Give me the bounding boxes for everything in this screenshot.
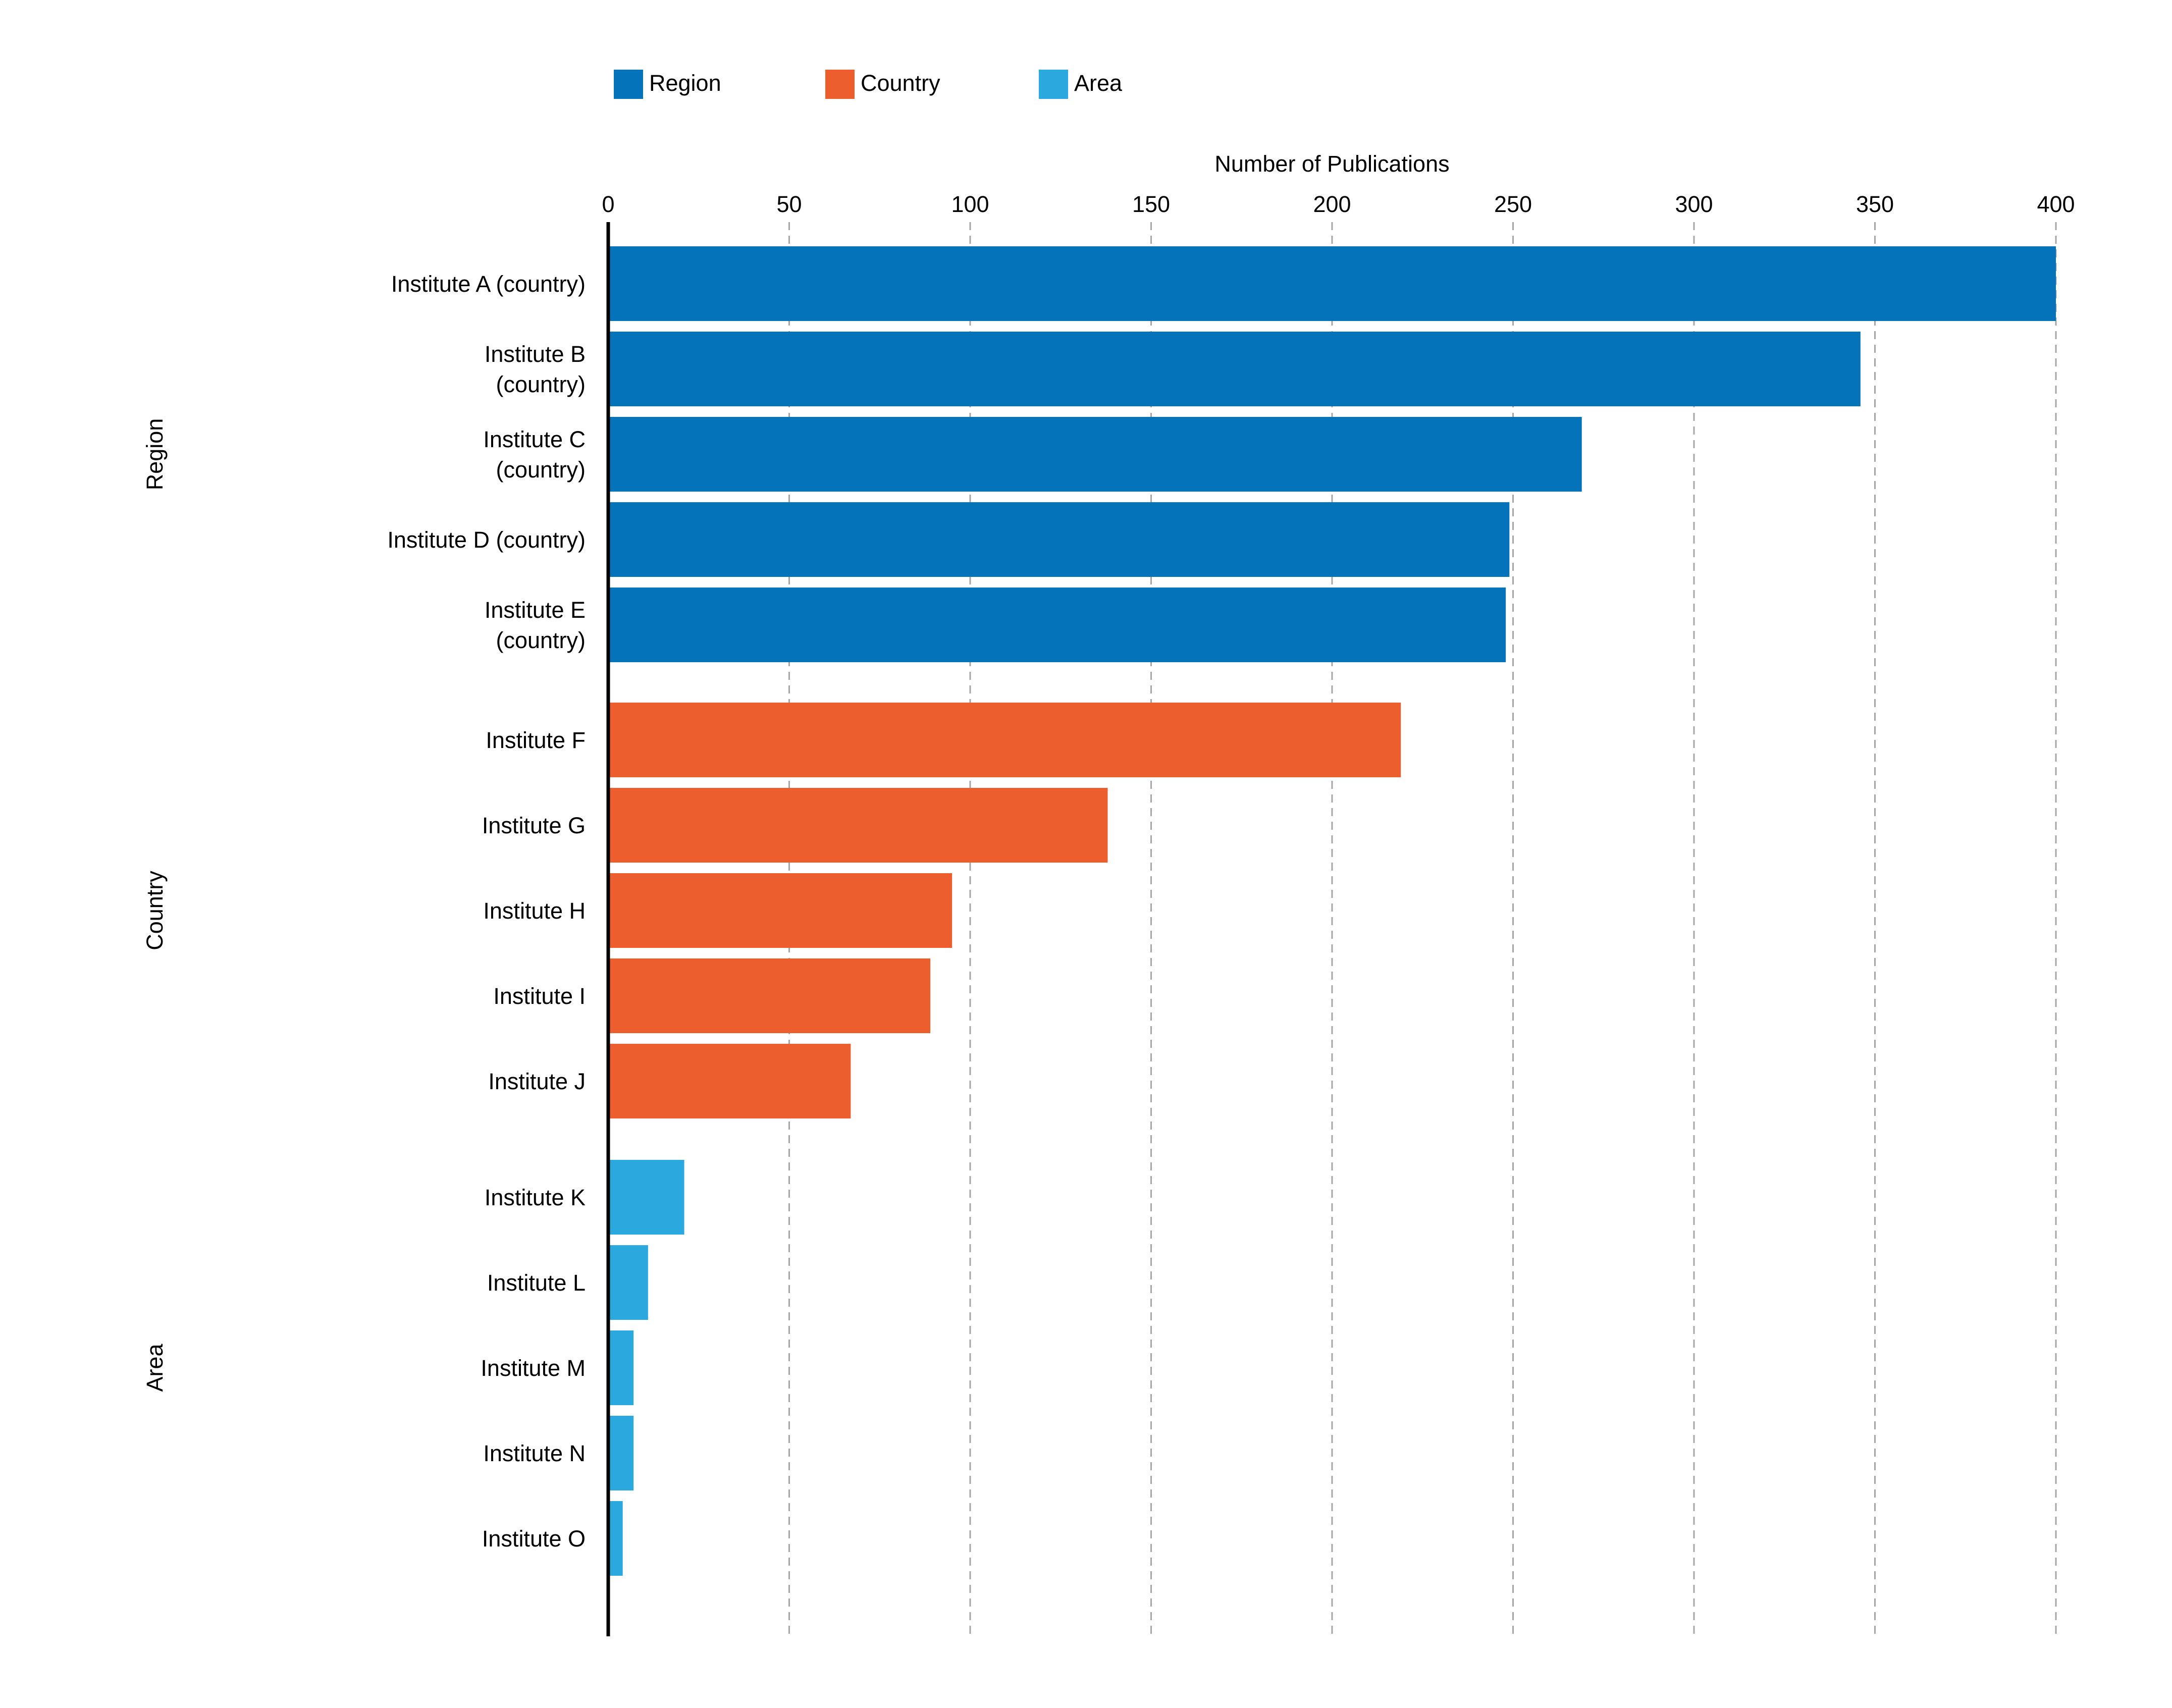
bar (608, 958, 931, 1033)
x-tick-label: 300 (1675, 191, 1713, 217)
category-label: Institute A (country) (391, 271, 586, 297)
category-label: Institute B (country) (485, 341, 586, 397)
bars-layer (608, 246, 2056, 1576)
group-label: Area (142, 1344, 168, 1392)
bar (608, 588, 1506, 662)
category-label: Institute J (488, 1069, 586, 1094)
x-tick-label: 350 (1856, 191, 1894, 217)
x-tick-label: 250 (1494, 191, 1532, 217)
bar (608, 873, 952, 948)
legend-swatch (825, 70, 855, 99)
bar (608, 1044, 851, 1118)
labels-layer: Number of Publications 0 50 100 150 200 250 300… (142, 151, 2075, 1552)
x-axis-title: Number of Publications (1214, 151, 1449, 177)
legend-swatch (614, 70, 643, 99)
category-label: Institute M (481, 1355, 586, 1381)
bar (608, 246, 2056, 321)
category-label: Institute F (486, 727, 586, 753)
category-label: Institute G (482, 813, 586, 838)
category-label: Institute E (country) (485, 597, 586, 653)
bar (608, 332, 1861, 406)
bar (608, 1416, 634, 1490)
legend-label: Area (1074, 70, 1123, 96)
group-label: Country (142, 871, 168, 950)
bar (608, 417, 1582, 492)
category-label: Institute L (487, 1270, 586, 1296)
x-tick-label: 100 (951, 191, 989, 217)
category-label: Institute I (493, 983, 586, 1009)
bar (608, 788, 1108, 863)
bar (608, 1330, 634, 1405)
bar (608, 1160, 684, 1235)
x-tick-label: 50 (776, 191, 802, 217)
category-label: Institute D (country) (387, 527, 586, 553)
category-label: Institute K (485, 1185, 586, 1210)
bar (608, 1245, 648, 1320)
x-tick-label: 200 (1313, 191, 1351, 217)
legend-label: Region (649, 70, 721, 96)
bar (608, 502, 1510, 577)
bar (608, 703, 1401, 777)
legend-swatch (1039, 70, 1068, 99)
category-label: Institute H (483, 898, 586, 924)
group-label: Region (142, 418, 168, 491)
category-label: Institute O (482, 1526, 586, 1552)
category-label: Institute C (country) (483, 426, 586, 483)
x-tick-label: 150 (1132, 191, 1170, 217)
category-label: Institute N (483, 1440, 586, 1466)
x-tick-label: 400 (2037, 191, 2075, 217)
legend-layer: Region Country Area (614, 70, 1123, 99)
x-tick-label: 0 (602, 191, 614, 217)
legend-label: Country (861, 70, 940, 96)
bar (608, 1501, 623, 1576)
